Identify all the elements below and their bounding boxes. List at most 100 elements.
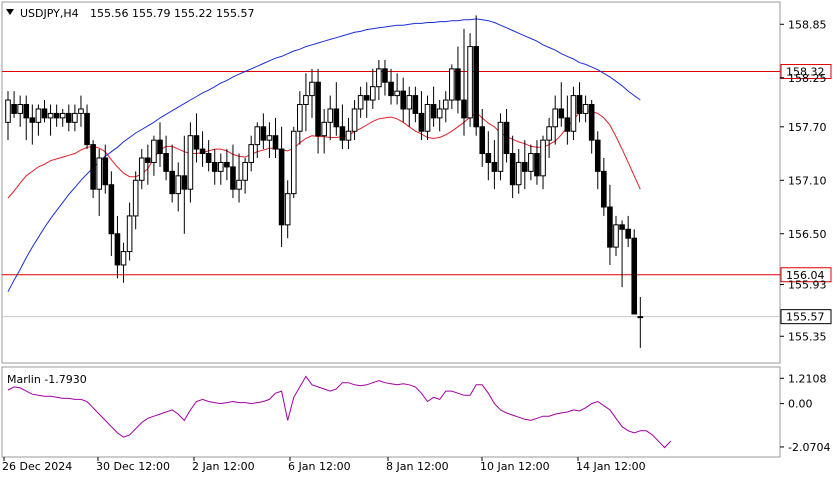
- bear-candle-body: [479, 126, 486, 155]
- candle: [102, 144, 109, 194]
- bear-candle-body: [564, 117, 571, 132]
- candle: [17, 95, 23, 127]
- candle: [290, 126, 297, 199]
- bear-candle-body: [534, 153, 540, 177]
- bull-candle-body: [467, 46, 473, 119]
- candle: [534, 140, 540, 185]
- candles: [5, 15, 644, 348]
- price-tick-label: 155.93: [788, 279, 827, 292]
- bull-candle-body: [120, 251, 127, 266]
- candle: [594, 131, 601, 190]
- price-panel[interactable]: [1, 1, 781, 364]
- price-tick-label: 156.50: [788, 228, 827, 241]
- candle: [601, 157, 607, 216]
- candle: [637, 297, 644, 348]
- candle: [205, 140, 212, 172]
- candle: [430, 86, 437, 127]
- bull-candle-body: [236, 179, 242, 190]
- time-tick-label: 10 Jan 12:00: [480, 460, 550, 473]
- bear-candle-body: [594, 139, 601, 172]
- bear-candle-body: [522, 161, 528, 172]
- candle: [11, 91, 17, 118]
- bear-candle-body: [491, 161, 498, 172]
- candle: [467, 33, 473, 127]
- bear-candle-body: [90, 144, 96, 190]
- bear-candle-body: [211, 161, 218, 172]
- candle: [388, 68, 394, 105]
- candle: [175, 162, 182, 212]
- candle: [260, 113, 267, 150]
- bear-candle-body: [163, 153, 169, 172]
- candle: [497, 113, 504, 181]
- bull-candle-body: [47, 112, 54, 119]
- bull-candle-body: [187, 135, 194, 190]
- bear-candle-body: [169, 170, 175, 195]
- candle: [607, 184, 613, 265]
- candle: [303, 73, 309, 132]
- candle: [278, 126, 285, 248]
- bull-candle-body: [78, 108, 84, 114]
- candle: [376, 59, 382, 101]
- bear-candle-body: [199, 148, 206, 155]
- bull-candle-body: [151, 139, 157, 163]
- bull-candle-body: [175, 175, 182, 195]
- price-tick-label: 157.10: [788, 174, 827, 187]
- bear-candle-body: [588, 104, 595, 141]
- bear-candle-body: [382, 68, 388, 83]
- bear-candle-body: [400, 90, 406, 110]
- candle: [522, 140, 528, 190]
- candle: [181, 135, 188, 234]
- bear-candle-body: [363, 95, 370, 101]
- candle: [540, 135, 546, 190]
- bull-candle-body: [309, 81, 315, 97]
- candle: [96, 149, 103, 216]
- bear-candle-body: [114, 233, 121, 266]
- candle: [23, 95, 30, 141]
- candle: [193, 113, 200, 163]
- candle: [582, 95, 589, 123]
- indicator-panel[interactable]: [1, 366, 781, 458]
- candle: [242, 157, 248, 194]
- bear-candle-body: [473, 46, 479, 128]
- bull-candle-body: [254, 126, 261, 146]
- bull-candle-body: [449, 68, 455, 101]
- moving-average-line: [7, 18, 641, 292]
- time-tick-label: 26 Dec 2024: [2, 460, 72, 473]
- candle: [485, 131, 492, 181]
- bull-candle-body: [297, 104, 303, 132]
- bear-candle-body: [230, 166, 236, 190]
- candle: [461, 28, 467, 136]
- candle: [72, 104, 78, 132]
- bear-candle-body: [23, 104, 30, 119]
- candle: [564, 95, 571, 145]
- bear-candle-body: [84, 112, 90, 146]
- candle: [59, 108, 66, 127]
- triangle-down-icon[interactable]: [6, 9, 14, 15]
- candle: [345, 117, 352, 150]
- candle: [53, 104, 60, 127]
- candle: [412, 86, 419, 123]
- current-price-label: 155.57: [786, 311, 825, 324]
- candle: [315, 68, 321, 154]
- bear-candle-body: [53, 112, 60, 119]
- marlin-line: [7, 375, 672, 449]
- bull-candle-body: [424, 104, 431, 132]
- symbol-label: USDJPY,H4: [20, 7, 79, 20]
- bear-candle-body: [315, 81, 321, 137]
- candle: [230, 144, 236, 199]
- bull-candle-body: [394, 90, 400, 97]
- bear-candle-body: [485, 153, 492, 163]
- bull-candle-body: [515, 161, 522, 186]
- bear-candle-body: [66, 112, 72, 123]
- bear-candle-body: [145, 157, 151, 163]
- bull-candle-body: [582, 104, 589, 114]
- bull-candle-body: [613, 224, 619, 248]
- time-tick-label: 8 Jan 12:00: [386, 460, 449, 473]
- candle: [625, 215, 631, 248]
- price-tick-label: 157.70: [788, 121, 827, 134]
- candle: [558, 82, 565, 127]
- candle: [35, 104, 42, 136]
- candle: [272, 117, 279, 158]
- time-tick-label: 2 Jan 12:00: [192, 460, 255, 473]
